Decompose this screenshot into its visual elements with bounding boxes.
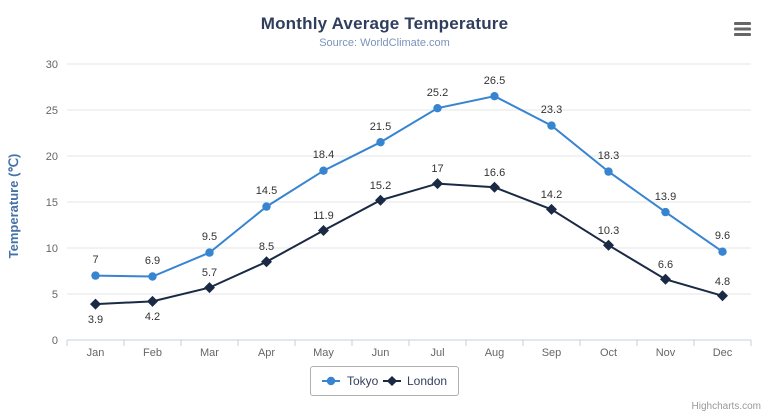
svg-text:14.2: 14.2	[541, 189, 562, 201]
svg-text:7: 7	[92, 254, 98, 266]
svg-text:Aug: Aug	[485, 347, 505, 359]
svg-text:5.7: 5.7	[202, 267, 217, 279]
svg-text:9.5: 9.5	[202, 231, 217, 243]
svg-text:Jan: Jan	[87, 347, 105, 359]
svg-text:5: 5	[52, 289, 58, 301]
svg-text:15: 15	[46, 197, 58, 209]
svg-text:Temperature (℃): Temperature (℃)	[6, 154, 21, 259]
svg-text:4.8: 4.8	[715, 276, 730, 288]
svg-text:13.9: 13.9	[655, 191, 676, 203]
svg-text:25.2: 25.2	[427, 87, 448, 99]
svg-text:Apr: Apr	[258, 347, 275, 359]
svg-text:17: 17	[431, 163, 443, 175]
svg-text:25: 25	[46, 105, 58, 117]
svg-text:Nov: Nov	[656, 347, 676, 359]
svg-text:Jun: Jun	[372, 347, 390, 359]
svg-text:10: 10	[46, 243, 58, 255]
svg-text:21.5: 21.5	[370, 121, 391, 133]
svg-text:Mar: Mar	[200, 347, 219, 359]
svg-text:Tokyo: Tokyo	[347, 374, 379, 388]
svg-text:6.9: 6.9	[145, 255, 160, 267]
svg-text:23.3: 23.3	[541, 104, 562, 116]
svg-text:30: 30	[46, 59, 58, 71]
svg-text:10.3: 10.3	[598, 225, 619, 237]
svg-text:London: London	[407, 374, 447, 388]
svg-text:11.9: 11.9	[313, 210, 334, 222]
svg-text:6.6: 6.6	[658, 259, 673, 271]
svg-text:Oct: Oct	[600, 347, 617, 359]
svg-text:8.5: 8.5	[259, 241, 274, 253]
svg-text:15.2: 15.2	[370, 180, 391, 192]
svg-text:14.5: 14.5	[256, 185, 277, 197]
svg-text:20: 20	[46, 151, 58, 163]
svg-text:26.5: 26.5	[484, 75, 505, 87]
svg-text:Feb: Feb	[143, 347, 162, 359]
svg-text:Jul: Jul	[430, 347, 444, 359]
svg-text:Dec: Dec	[713, 347, 733, 359]
svg-text:18.3: 18.3	[598, 150, 619, 162]
svg-text:4.2: 4.2	[145, 311, 160, 323]
svg-text:18.4: 18.4	[313, 149, 334, 161]
svg-text:3.9: 3.9	[88, 314, 103, 326]
svg-text:0: 0	[52, 335, 58, 347]
svg-text:16.6: 16.6	[484, 167, 505, 179]
svg-text:Sep: Sep	[542, 347, 562, 359]
svg-text:May: May	[313, 347, 334, 359]
svg-text:9.6: 9.6	[715, 230, 730, 242]
